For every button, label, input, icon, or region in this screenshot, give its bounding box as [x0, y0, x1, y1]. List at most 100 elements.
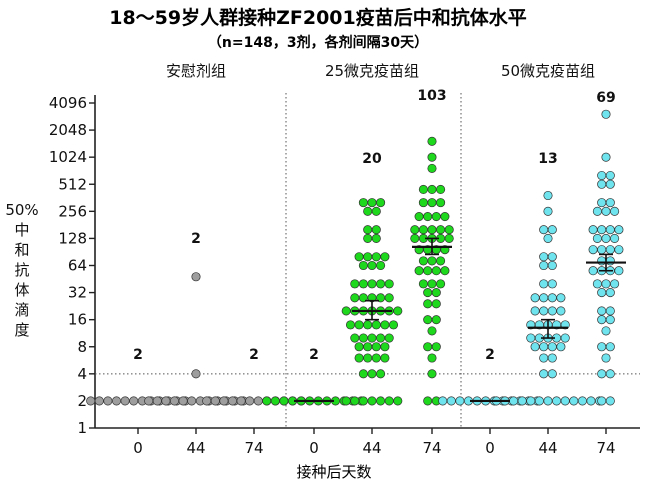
data-point: [371, 342, 381, 352]
data-point: [341, 396, 351, 406]
data-point: [354, 353, 364, 363]
data-point: [410, 225, 420, 235]
data-point: [605, 170, 615, 181]
data-point: [431, 288, 441, 298]
data-point: [414, 266, 424, 276]
data-point: [440, 212, 450, 222]
data-point: [586, 396, 596, 406]
data-point: [605, 256, 615, 266]
data-point: [547, 306, 557, 316]
data-point: [427, 163, 437, 173]
data-point: [354, 252, 364, 262]
data-point: [597, 198, 607, 208]
data-point: [423, 299, 433, 309]
data-point: [539, 342, 549, 352]
x-tick-label: 74: [244, 439, 263, 457]
data-point: [363, 320, 373, 330]
data-point: [410, 233, 420, 243]
data-point: [111, 396, 122, 406]
y-tick-label: 64: [68, 257, 87, 275]
data-point: [601, 206, 611, 216]
data-point: [418, 256, 428, 266]
data-point: [376, 279, 386, 289]
data-point: [363, 342, 373, 352]
data-point: [601, 152, 611, 162]
data-point: [436, 184, 446, 195]
data-point: [592, 233, 602, 243]
data-point: [530, 293, 540, 303]
data-point: [597, 288, 607, 298]
data-point: [530, 342, 540, 352]
data-point: [605, 225, 615, 235]
data-point: [354, 320, 364, 330]
data-point: [569, 396, 579, 406]
data-point: [601, 109, 611, 119]
data-point: [436, 198, 446, 208]
data-point: [601, 279, 611, 289]
data-point: [427, 279, 437, 289]
data-point: [547, 279, 557, 289]
data-point: [341, 306, 351, 316]
data-point: [539, 369, 549, 379]
data-point: [380, 320, 390, 330]
data-point: [588, 225, 598, 235]
y-axis-label-line: 滴: [14, 301, 30, 319]
data-point: [227, 396, 238, 406]
data-point: [614, 225, 624, 235]
data-point: [350, 279, 360, 289]
data-point: [597, 369, 607, 379]
data-point: [597, 315, 607, 325]
data-point: [380, 252, 390, 262]
data-point: [371, 233, 381, 243]
data-point: [367, 396, 377, 406]
data-point: [436, 279, 446, 289]
data-point: [86, 396, 96, 406]
chart-subtitle: （n=148，3剂，各剂间隔30天）: [208, 34, 428, 51]
data-point: [358, 333, 368, 343]
data-point: [363, 206, 373, 216]
data-point: [610, 279, 620, 289]
data-point: [371, 353, 381, 363]
data-point: [358, 198, 368, 208]
data-point: [367, 198, 377, 208]
data-point: [161, 396, 171, 406]
data-point: [543, 396, 553, 406]
x-tick-label: 44: [362, 439, 381, 457]
data-point: [605, 315, 615, 325]
data-point: [438, 396, 448, 406]
data-point: [597, 225, 607, 235]
data-point: [547, 260, 557, 271]
data-point: [605, 179, 615, 189]
data-point: [423, 342, 433, 352]
y-tick-label: 128: [58, 229, 87, 247]
data-point: [547, 252, 557, 262]
data-point: [517, 396, 527, 406]
data-point: [120, 396, 130, 406]
y-tick-label: 4096: [49, 94, 87, 112]
data-point: [427, 369, 437, 379]
data-point: [388, 320, 399, 330]
data-point: [367, 260, 377, 271]
data-point: [597, 256, 607, 266]
data-point: [363, 353, 373, 363]
data-point: [376, 198, 386, 208]
data-point: [210, 396, 220, 406]
data-point: [191, 369, 201, 379]
data-point: [592, 206, 602, 216]
data-point: [358, 369, 368, 379]
data-point: [152, 396, 162, 406]
group-label: 50微克疫苗组: [501, 62, 595, 80]
data-point: [354, 342, 364, 352]
data-point: [530, 306, 540, 316]
data-point: [539, 279, 549, 289]
gmt-label: 20: [362, 151, 382, 167]
data-point: [605, 288, 615, 298]
data-point: [560, 333, 570, 343]
group-label: 25微克疫苗组: [325, 62, 419, 80]
data-point: [431, 299, 441, 309]
gmt-label: 13: [538, 151, 557, 167]
data-point: [376, 396, 386, 406]
x-tick-label: 44: [186, 439, 205, 457]
data-point: [597, 170, 607, 181]
y-tick-label: 2048: [49, 121, 87, 139]
